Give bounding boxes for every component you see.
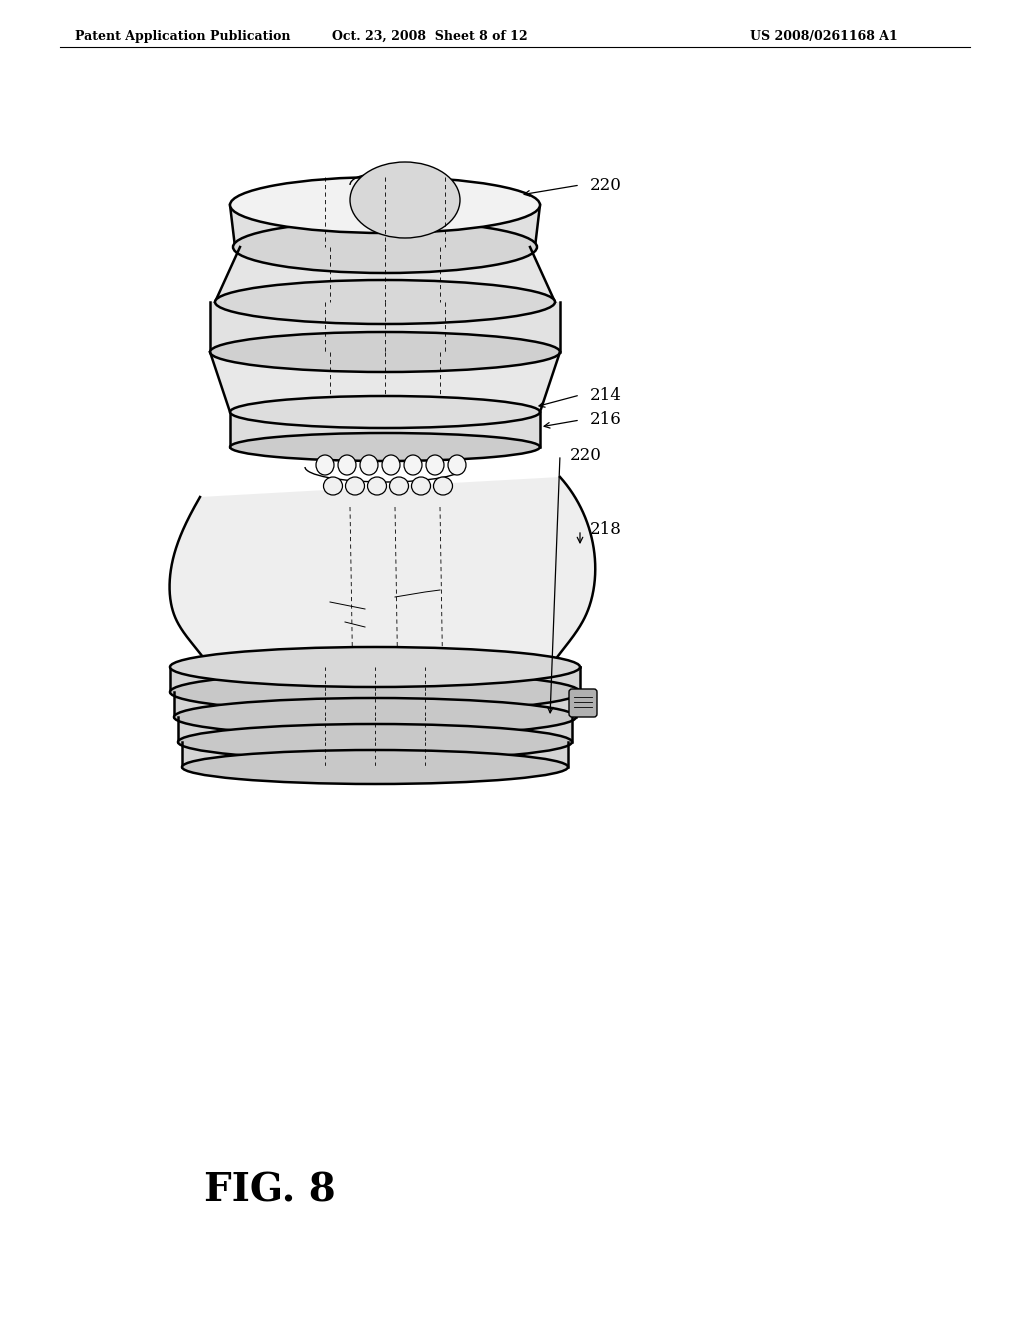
Ellipse shape xyxy=(426,455,444,475)
Ellipse shape xyxy=(350,162,460,238)
Polygon shape xyxy=(170,477,595,667)
Ellipse shape xyxy=(404,455,422,475)
Polygon shape xyxy=(230,412,540,447)
Text: 220: 220 xyxy=(590,177,622,194)
Text: 216: 216 xyxy=(590,412,622,429)
Text: 218: 218 xyxy=(590,521,622,539)
Text: 214: 214 xyxy=(590,387,622,404)
Text: 220: 220 xyxy=(570,446,602,463)
Polygon shape xyxy=(174,692,575,717)
Ellipse shape xyxy=(449,455,466,475)
Ellipse shape xyxy=(182,750,568,784)
Ellipse shape xyxy=(233,220,537,273)
Ellipse shape xyxy=(170,647,580,686)
Text: US 2008/0261168 A1: US 2008/0261168 A1 xyxy=(750,30,898,44)
Ellipse shape xyxy=(174,698,575,737)
Ellipse shape xyxy=(324,477,342,495)
Text: Oct. 23, 2008  Sheet 8 of 12: Oct. 23, 2008 Sheet 8 of 12 xyxy=(332,30,527,44)
Ellipse shape xyxy=(412,477,430,495)
Ellipse shape xyxy=(338,455,356,475)
Polygon shape xyxy=(210,302,560,352)
Ellipse shape xyxy=(230,177,540,234)
Ellipse shape xyxy=(316,455,334,475)
Ellipse shape xyxy=(433,477,453,495)
Ellipse shape xyxy=(215,280,555,323)
FancyBboxPatch shape xyxy=(569,689,597,717)
Polygon shape xyxy=(230,205,540,247)
Polygon shape xyxy=(215,247,555,302)
Polygon shape xyxy=(182,742,568,767)
Ellipse shape xyxy=(368,477,386,495)
Text: FIG. 8: FIG. 8 xyxy=(204,1171,336,1209)
Ellipse shape xyxy=(389,477,409,495)
Ellipse shape xyxy=(382,455,400,475)
Ellipse shape xyxy=(170,672,580,711)
Ellipse shape xyxy=(178,723,572,760)
Polygon shape xyxy=(178,717,572,742)
Ellipse shape xyxy=(230,396,540,428)
Ellipse shape xyxy=(230,433,540,461)
Polygon shape xyxy=(170,667,580,692)
Text: Patent Application Publication: Patent Application Publication xyxy=(75,30,291,44)
Ellipse shape xyxy=(210,333,560,372)
Polygon shape xyxy=(210,352,560,412)
Ellipse shape xyxy=(345,477,365,495)
Ellipse shape xyxy=(360,455,378,475)
